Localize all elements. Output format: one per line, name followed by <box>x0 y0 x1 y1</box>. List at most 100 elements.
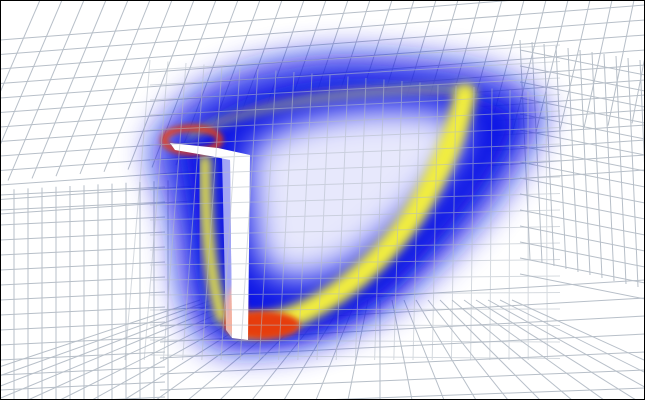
mesh-line <box>0 336 166 346</box>
mesh-line <box>463 299 605 400</box>
mesh-line <box>149 176 561 191</box>
mesh-line <box>487 299 645 388</box>
mesh-line <box>149 193 561 206</box>
mesh-line <box>0 276 166 286</box>
mesh-line <box>511 299 645 362</box>
mesh-line <box>149 292 561 296</box>
mesh-line <box>124 59 151 361</box>
mesh-line <box>149 324 561 326</box>
mesh-line <box>149 308 561 311</box>
mesh-line <box>0 291 166 301</box>
mesh-line <box>159 351 645 375</box>
mesh-line <box>559 0 591 131</box>
mesh-line <box>374 79 385 361</box>
mesh-line <box>149 143 561 161</box>
mesh-line <box>162 62 187 361</box>
mesh-line <box>499 299 645 374</box>
mesh-line <box>412 82 421 361</box>
mesh-line <box>159 369 645 391</box>
mesh-line <box>519 65 645 92</box>
mesh-line <box>519 145 645 172</box>
mesh-line <box>567 47 579 273</box>
mesh-line <box>0 19 645 70</box>
mesh-line <box>201 65 223 361</box>
mesh-line <box>239 68 259 361</box>
mesh-line <box>149 242 561 251</box>
mesh-line <box>519 177 645 204</box>
mesh-line <box>591 51 603 279</box>
mesh-line <box>450 85 457 361</box>
mesh-line <box>0 366 166 376</box>
mesh-line <box>393 80 403 361</box>
mesh-line <box>403 299 445 400</box>
mesh-line <box>531 41 543 264</box>
mesh-line <box>615 55 627 285</box>
mesh-line <box>143 61 169 361</box>
mesh-line <box>0 246 166 256</box>
mesh-line <box>278 71 295 361</box>
mesh-line <box>149 61 561 86</box>
mesh-line <box>475 299 637 400</box>
mesh-line <box>0 381 166 391</box>
mesh-line <box>519 241 645 268</box>
mesh-line <box>149 160 561 176</box>
mesh-line <box>335 76 349 361</box>
mesh-line <box>149 354 561 359</box>
mesh-line <box>431 83 439 361</box>
mesh-line <box>519 257 645 284</box>
mesh-line <box>0 0 523 41</box>
overlay-mesh <box>124 44 561 361</box>
mesh-line <box>149 77 561 101</box>
mesh-line <box>149 275 561 281</box>
mesh-line <box>451 299 573 400</box>
mesh-line <box>603 53 615 282</box>
mesh-line <box>519 49 645 76</box>
mesh-line <box>0 216 166 226</box>
mesh-line <box>543 43 555 267</box>
mesh-line <box>0 0 41 94</box>
mesh-line <box>149 339 561 343</box>
mesh-line <box>579 49 591 276</box>
mesh-line <box>639 59 645 187</box>
mesh-line <box>0 231 166 241</box>
mesh-line <box>149 226 561 236</box>
mesh-line <box>415 299 477 400</box>
mesh-line <box>555 45 567 270</box>
mesh-line <box>149 110 561 131</box>
mesh-line <box>427 299 509 400</box>
mesh-line <box>55 0 129 177</box>
mesh-line <box>519 97 645 124</box>
mesh-line <box>0 186 166 196</box>
mesh-line <box>0 299 225 387</box>
mesh-line <box>0 321 166 331</box>
mesh-line <box>297 73 313 361</box>
mesh-line <box>149 259 561 266</box>
mesh-line <box>149 44 561 71</box>
mesh-line <box>258 70 277 361</box>
mesh-line <box>31 0 107 179</box>
mesh-line <box>519 161 645 188</box>
mesh-line <box>489 88 493 361</box>
mesh-line <box>7 0 85 181</box>
mesh-line <box>583 0 613 128</box>
mesh-line <box>0 299 201 368</box>
mesh-line <box>316 74 331 361</box>
mesh-line <box>0 201 166 211</box>
mesh-line <box>0 4 645 55</box>
mesh-line <box>470 86 475 361</box>
mesh-line <box>0 261 166 271</box>
mesh-line <box>354 77 367 361</box>
mesh-line <box>0 306 166 316</box>
mesh-line <box>308 387 645 400</box>
mesh-line <box>220 67 241 361</box>
mesh-line <box>519 273 645 300</box>
mesh-line <box>92 396 166 400</box>
mesh-line <box>149 127 561 146</box>
slot-geometry <box>170 143 250 340</box>
mesh-line <box>0 0 63 147</box>
mesh-line <box>519 209 645 236</box>
mesh-line <box>519 129 645 156</box>
mesh-line <box>182 64 205 361</box>
